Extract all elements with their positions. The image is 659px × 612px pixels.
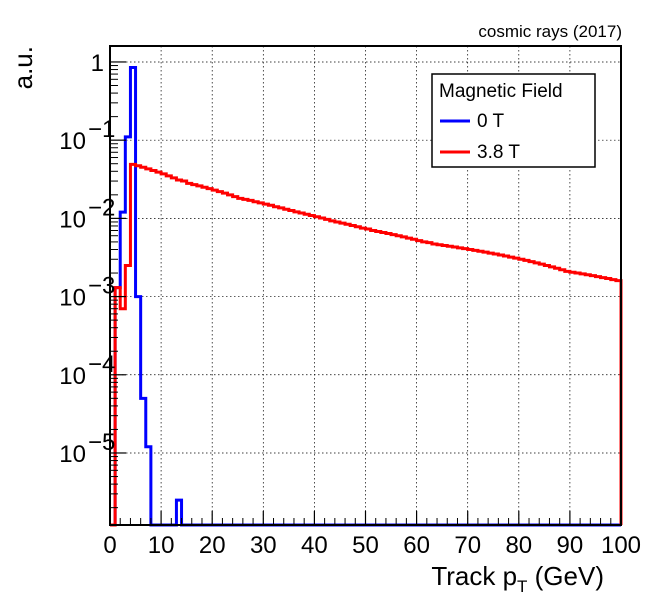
x-tick-label: 30 xyxy=(250,532,277,559)
x-axis-title-subscript: T xyxy=(517,577,527,596)
y-tick-label: 10 xyxy=(59,441,86,468)
y-tick-label: 10 xyxy=(59,363,86,390)
x-tick-label: 100 xyxy=(601,532,641,559)
legend-entry-3.8T: 3.8 T xyxy=(477,142,520,163)
annotation-label: cosmic rays (2017) xyxy=(478,22,622,41)
x-axis-title: Track pT (GeV) xyxy=(431,561,604,596)
series-line-0T xyxy=(110,65,621,527)
y-tick-label: 10 xyxy=(59,285,86,312)
y-axis-title: a.u. xyxy=(8,46,38,89)
series-line-3.8T xyxy=(110,162,623,527)
x-tick-label: 70 xyxy=(454,532,481,559)
x-tick-label: 80 xyxy=(505,532,532,559)
axis-ticks xyxy=(109,61,622,525)
grid xyxy=(110,46,621,525)
x-tick-label: 60 xyxy=(403,532,430,559)
y-tick-label: 10 xyxy=(59,128,86,155)
x-tick-label: 50 xyxy=(352,532,379,559)
series-layer xyxy=(110,65,623,527)
y-tick-exponent: −3 xyxy=(88,273,115,300)
x-tick-label: 10 xyxy=(148,532,175,559)
y-tick-exponent: −5 xyxy=(88,429,115,456)
x-tick-label: 0 xyxy=(103,532,116,559)
y-tick-exponent: −4 xyxy=(88,351,115,378)
x-tick-label: 40 xyxy=(301,532,328,559)
x-axis-title-main: Track p xyxy=(431,561,517,591)
legend: Magnetic Field 0 T 3.8 T xyxy=(431,73,596,168)
y-tick-label: 10 xyxy=(59,206,86,233)
x-axis-title-unit: (GeV) xyxy=(527,561,604,591)
y-tick-label: 1 xyxy=(91,50,104,77)
x-tick-label: 90 xyxy=(557,532,584,559)
y-tick-exponent: −1 xyxy=(88,116,115,143)
y-tick-exponent: −2 xyxy=(88,194,115,221)
legend-entry-0T: 0 T xyxy=(477,111,505,132)
x-tick-label: 20 xyxy=(199,532,226,559)
legend-title: Magnetic Field xyxy=(439,81,563,102)
